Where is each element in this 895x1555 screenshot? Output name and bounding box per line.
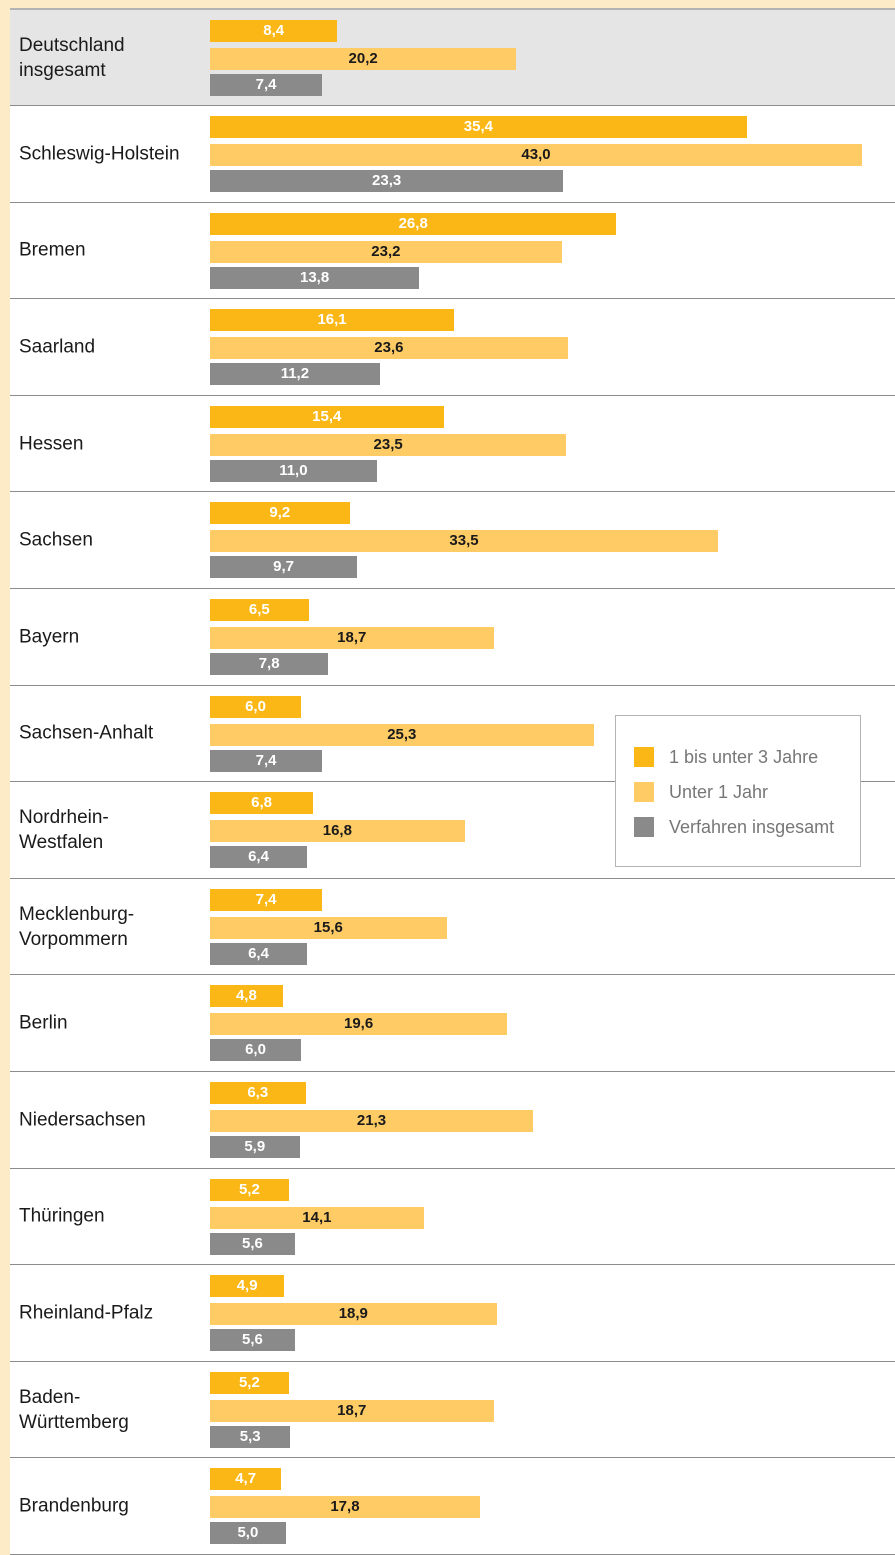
category-row: Deutschland insgesamt 8,4 20,2 7,4	[10, 10, 895, 106]
category-label: Brandenburg	[19, 1495, 129, 1517]
bar-unter-1-jahr: 19,6	[210, 1013, 508, 1036]
bar-verfahren-insgesamt: 11,0	[210, 459, 377, 482]
bar-1-bis-unter-3-jahre: 6,5	[210, 599, 309, 621]
legend-swatch	[634, 747, 654, 767]
category-row: Thüringen 5,2 14,1 5,6	[10, 1169, 895, 1266]
bar-verfahren-insgesamt: 5,0	[210, 1522, 286, 1545]
bar-1-bis-unter-3-jahre: 5,2	[210, 1178, 289, 1201]
category-row: Schleswig-Holstein 35,4 43,0 23,3	[10, 106, 895, 203]
bar-1-bis-unter-3-jahre: 6,8	[210, 792, 314, 815]
bar-1-bis-unter-3-jahre: 5,2	[210, 1371, 289, 1394]
bar-unter-1-jahr: 18,9	[210, 1303, 497, 1326]
bar-verfahren-insgesamt: 5,6	[210, 1232, 295, 1255]
bar-1-bis-unter-3-jahre: 35,4	[210, 116, 747, 138]
legend-label: Unter 1 Jahr	[669, 782, 769, 802]
category-row: Baden- Württemberg 5,2 18,7 5,3	[10, 1362, 895, 1459]
bar-verfahren-insgesamt: 5,9	[210, 1136, 300, 1158]
bar-1-bis-unter-3-jahre: 4,9	[210, 1275, 285, 1298]
bar-1-bis-unter-3-jahre: 7,4	[210, 888, 323, 911]
category-label: Schleswig-Holstein	[19, 143, 180, 165]
bar-unter-1-jahr: 18,7	[210, 627, 494, 649]
category-row: Bayern 6,5 18,7 7,8	[10, 589, 895, 686]
bar-1-bis-unter-3-jahre: 9,2	[210, 502, 350, 525]
bar-verfahren-insgesamt: 5,3	[210, 1425, 291, 1448]
bar-unter-1-jahr: 23,5	[210, 433, 567, 456]
category-label: Sachsen-Anhalt	[19, 722, 154, 744]
bar-1-bis-unter-3-jahre: 6,0	[210, 695, 301, 718]
category-row: Brandenburg 4,7 17,8 5,0	[10, 1458, 895, 1555]
bar-1-bis-unter-3-jahre: 4,7	[210, 1468, 282, 1491]
category-label: Mecklenburg- Vorpommern	[19, 903, 135, 950]
legend-swatch	[634, 817, 654, 837]
category-label: Bayern	[19, 626, 80, 648]
category-label: Berlin	[19, 1012, 68, 1034]
bar-verfahren-insgesamt: 11,2	[210, 363, 380, 386]
category-row: Hessen 15,4 23,5 11,0	[10, 396, 895, 493]
category-row: Sachsen-Anhalt 6,0 25,3 7,4	[10, 686, 895, 783]
category-label: Thüringen	[19, 1205, 105, 1227]
legend-label: Verfahren insgesamt	[669, 817, 835, 837]
category-label: Bremen	[19, 239, 86, 261]
bar-verfahren-insgesamt: 5,6	[210, 1329, 295, 1352]
category-row: Saarland 16,1 23,6 11,2	[10, 299, 895, 396]
bar-1-bis-unter-3-jahre: 15,4	[210, 405, 444, 428]
category-row: Rheinland-Pfalz 4,9 18,9 5,6	[10, 1265, 895, 1362]
category-row: Mecklenburg- Vorpommern 7,4 15,6 6,4	[10, 879, 895, 976]
bar-chart: Deutschland insgesamt 8,4 20,2 7,4 Schleswig…	[10, 8, 895, 1555]
legend-label: 1 bis unter 3 Jahre	[669, 747, 819, 767]
bar-unter-1-jahr: 43,0	[210, 144, 862, 166]
category-label: Niedersachsen	[19, 1109, 146, 1131]
bar-unter-1-jahr: 25,3	[210, 723, 594, 746]
bar-unter-1-jahr: 18,7	[210, 1399, 494, 1422]
legend-swatch	[634, 782, 654, 802]
bar-verfahren-insgesamt: 6,0	[210, 1039, 301, 1062]
category-label: Rheinland-Pfalz	[19, 1302, 154, 1324]
bar-unter-1-jahr: 15,6	[210, 916, 447, 939]
bar-unter-1-jahr: 23,6	[210, 337, 568, 360]
bar-unter-1-jahr: 20,2	[210, 48, 517, 70]
bar-verfahren-insgesamt: 6,4	[210, 942, 307, 965]
bar-unter-1-jahr: 14,1	[210, 1206, 424, 1229]
bar-1-bis-unter-3-jahre: 26,8	[210, 212, 617, 235]
bar-verfahren-insgesamt: 23,3	[210, 170, 564, 192]
bar-verfahren-insgesamt: 7,8	[210, 653, 329, 675]
bar-verfahren-insgesamt: 6,4	[210, 846, 307, 869]
category-row: Bremen 26,8 23,2 13,8	[10, 203, 895, 300]
bar-verfahren-insgesamt: 9,7	[210, 556, 358, 579]
category-row: Nordrhein- Westfalen 6,8 16,8 6,4	[10, 782, 895, 879]
bar-1-bis-unter-3-jahre: 6,3	[210, 1082, 306, 1104]
bar-verfahren-insgesamt: 7,4	[210, 74, 323, 96]
bar-1-bis-unter-3-jahre: 16,1	[210, 309, 455, 332]
category-label: Baden- Württemberg	[19, 1386, 129, 1433]
bar-verfahren-insgesamt: 13,8	[210, 266, 420, 289]
category-label: Nordrhein- Westfalen	[19, 806, 109, 853]
category-row: Sachsen 9,2 33,5 9,7	[10, 492, 895, 589]
bar-unter-1-jahr: 33,5	[210, 530, 718, 553]
bar-unter-1-jahr: 17,8	[210, 1496, 480, 1519]
bar-verfahren-insgesamt: 7,4	[210, 749, 323, 772]
bar-unter-1-jahr: 23,2	[210, 240, 562, 263]
category-label: Hessen	[19, 433, 84, 455]
category-label: Deutschland insgesamt	[19, 34, 125, 81]
bar-1-bis-unter-3-jahre: 4,8	[210, 985, 283, 1008]
bar-unter-1-jahr: 21,3	[210, 1110, 533, 1132]
chart-legend: 1 bis unter 3 Jahre Unter 1 Jahr Verfahren…	[615, 715, 861, 867]
category-row: Niedersachsen 6,3 21,3 5,9	[10, 1072, 895, 1169]
category-label: Saarland	[19, 336, 96, 358]
bar-1-bis-unter-3-jahre: 8,4	[210, 20, 338, 42]
category-label: Sachsen	[19, 529, 93, 551]
category-row: Berlin 4,8 19,6 6,0	[10, 975, 895, 1072]
bar-unter-1-jahr: 16,8	[210, 820, 465, 843]
